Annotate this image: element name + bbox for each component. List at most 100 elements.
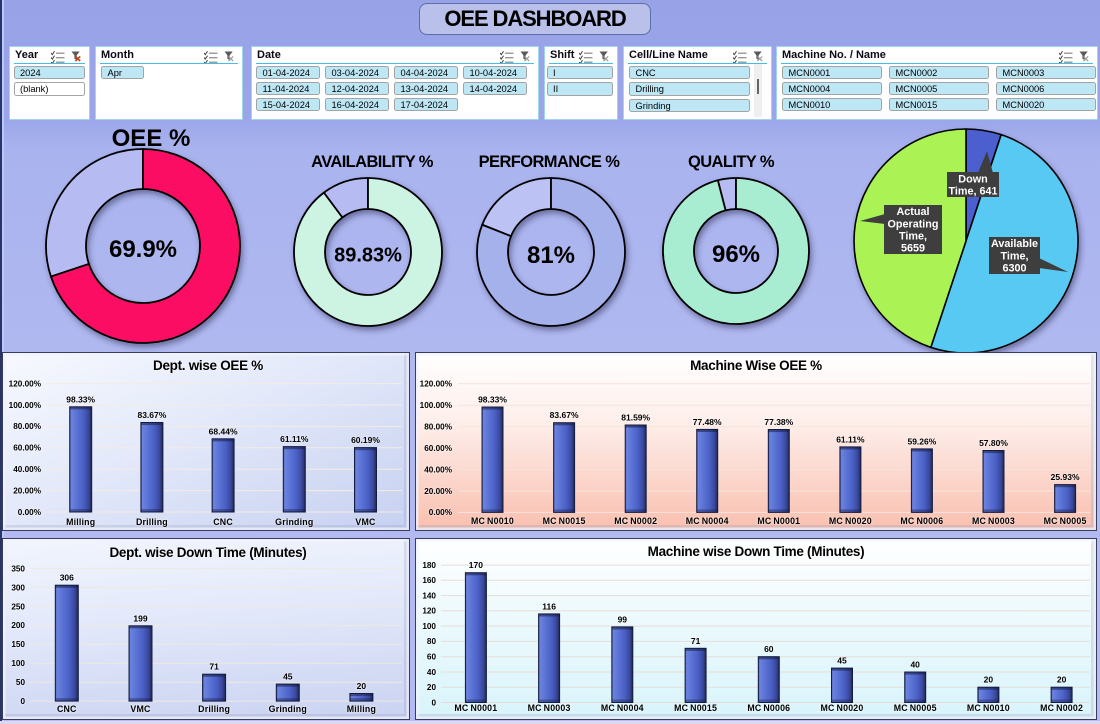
svg-text:Grinding: Grinding [268,704,306,714]
svg-text:20: 20 [983,674,993,684]
svg-text:40: 40 [910,659,920,669]
svg-text:200: 200 [11,621,25,630]
svg-text:Time, 641: Time, 641 [948,186,997,198]
svg-text:Actual: Actual [897,206,930,218]
svg-text:96%: 96% [712,241,760,268]
svg-text:5659: 5659 [901,243,925,255]
svg-text:0.00%: 0.00% [428,508,452,517]
svg-text:80: 80 [426,637,436,646]
svg-text:98.33%: 98.33% [66,394,95,404]
svg-text:Time,: Time, [899,231,927,243]
svg-text:MC N0006: MC N0006 [747,703,790,713]
svg-text:MC N0015: MC N0015 [674,703,717,713]
svg-text:99: 99 [617,614,627,624]
svg-text:80.00%: 80.00% [424,422,452,431]
svg-text:20.00%: 20.00% [13,486,41,495]
svg-text:71: 71 [209,661,219,671]
svg-text:116: 116 [542,601,556,611]
svg-text:60.00%: 60.00% [13,443,41,452]
svg-text:Drilling: Drilling [135,517,167,527]
svg-text:100: 100 [422,621,436,630]
svg-text:50: 50 [15,678,25,687]
svg-text:140: 140 [422,591,436,600]
svg-text:81%: 81% [527,242,575,269]
svg-text:40: 40 [426,667,436,676]
svg-text:MC N0001: MC N0001 [757,516,800,526]
svg-text:89.83%: 89.83% [334,245,402,267]
svg-text:MC N0003: MC N0003 [527,703,570,713]
svg-text:AVAILABILITY %: AVAILABILITY % [311,153,434,171]
svg-text:60.00%: 60.00% [424,443,452,452]
svg-text:83.67%: 83.67% [549,410,578,420]
svg-text:40.00%: 40.00% [424,465,452,474]
svg-text:MC N0001: MC N0001 [454,703,497,713]
svg-text:199: 199 [133,613,147,623]
svg-text:350: 350 [11,564,25,573]
svg-text:300: 300 [11,583,25,592]
svg-text:45: 45 [283,671,293,681]
svg-text:20: 20 [1056,674,1066,684]
svg-text:120: 120 [422,606,436,615]
svg-text:VMC: VMC [130,704,151,714]
svg-text:Dept. wise OEE %: Dept. wise OEE % [153,358,263,373]
svg-text:60.19%: 60.19% [351,435,380,445]
svg-text:MC N0003: MC N0003 [972,516,1015,526]
svg-text:150: 150 [11,640,25,649]
svg-text:Machine wise Down Time (Minute: Machine wise Down Time (Minutes) [647,544,864,559]
svg-text:57.80%: 57.80% [979,438,1008,448]
svg-text:69.9%: 69.9% [109,236,177,263]
svg-text:68.44%: 68.44% [208,426,237,436]
svg-text:81.59%: 81.59% [621,412,650,422]
svg-text:170: 170 [468,560,482,570]
svg-text:100.00%: 100.00% [419,401,452,410]
svg-text:83.67%: 83.67% [137,410,166,420]
svg-text:160: 160 [422,576,436,585]
svg-text:MC N0005: MC N0005 [1043,516,1086,526]
svg-text:0.00%: 0.00% [17,507,41,516]
svg-text:120.00%: 120.00% [8,379,41,388]
svg-text:PERFORMANCE %: PERFORMANCE % [479,153,621,171]
svg-text:CNC: CNC [56,704,76,714]
svg-text:98.33%: 98.33% [478,394,507,404]
svg-text:MC N0010: MC N0010 [966,703,1009,713]
svg-text:0: 0 [431,698,436,707]
svg-text:250: 250 [11,602,25,611]
svg-text:MC N0002: MC N0002 [614,516,657,526]
svg-text:MC N0005: MC N0005 [893,703,936,713]
svg-text:VMC: VMC [355,517,376,527]
svg-text:Time,: Time, [1000,250,1028,262]
svg-text:45: 45 [837,655,847,665]
svg-text:77.38%: 77.38% [764,417,793,427]
svg-text:20: 20 [356,681,366,691]
svg-text:6300: 6300 [1002,263,1026,275]
svg-text:MC N0020: MC N0020 [820,703,863,713]
svg-text:Milling: Milling [346,704,375,714]
svg-text:Available: Available [991,238,1038,250]
svg-text:CNC: CNC [213,517,233,527]
svg-text:120.00%: 120.00% [419,379,452,388]
svg-text:20: 20 [426,683,436,692]
svg-text:OEE %: OEE % [112,125,191,152]
svg-text:Machine Wise OEE %: Machine Wise OEE % [690,358,822,373]
svg-text:61.11%: 61.11% [836,434,865,444]
svg-text:180: 180 [422,560,436,569]
svg-text:40.00%: 40.00% [13,465,41,474]
svg-text:100.00%: 100.00% [8,400,41,409]
svg-text:80.00%: 80.00% [13,422,41,431]
svg-text:MC N0002: MC N0002 [1040,703,1083,713]
svg-text:MC N0006: MC N0006 [900,516,943,526]
svg-text:60: 60 [764,644,774,654]
svg-text:61.11%: 61.11% [280,434,309,444]
svg-text:0: 0 [20,696,25,705]
svg-text:MC N0015: MC N0015 [542,516,585,526]
svg-text:MC N0004: MC N0004 [685,516,728,526]
svg-text:Milling: Milling [66,517,95,527]
svg-text:MC N0010: MC N0010 [471,516,514,526]
svg-text:QUALITY %: QUALITY % [688,153,775,171]
svg-text:59.26%: 59.26% [907,436,936,446]
svg-text:Down: Down [958,173,987,185]
svg-text:Grinding: Grinding [275,517,313,527]
svg-text:Drilling: Drilling [198,704,230,714]
svg-text:Operating: Operating [888,218,939,230]
svg-text:100: 100 [11,659,25,668]
